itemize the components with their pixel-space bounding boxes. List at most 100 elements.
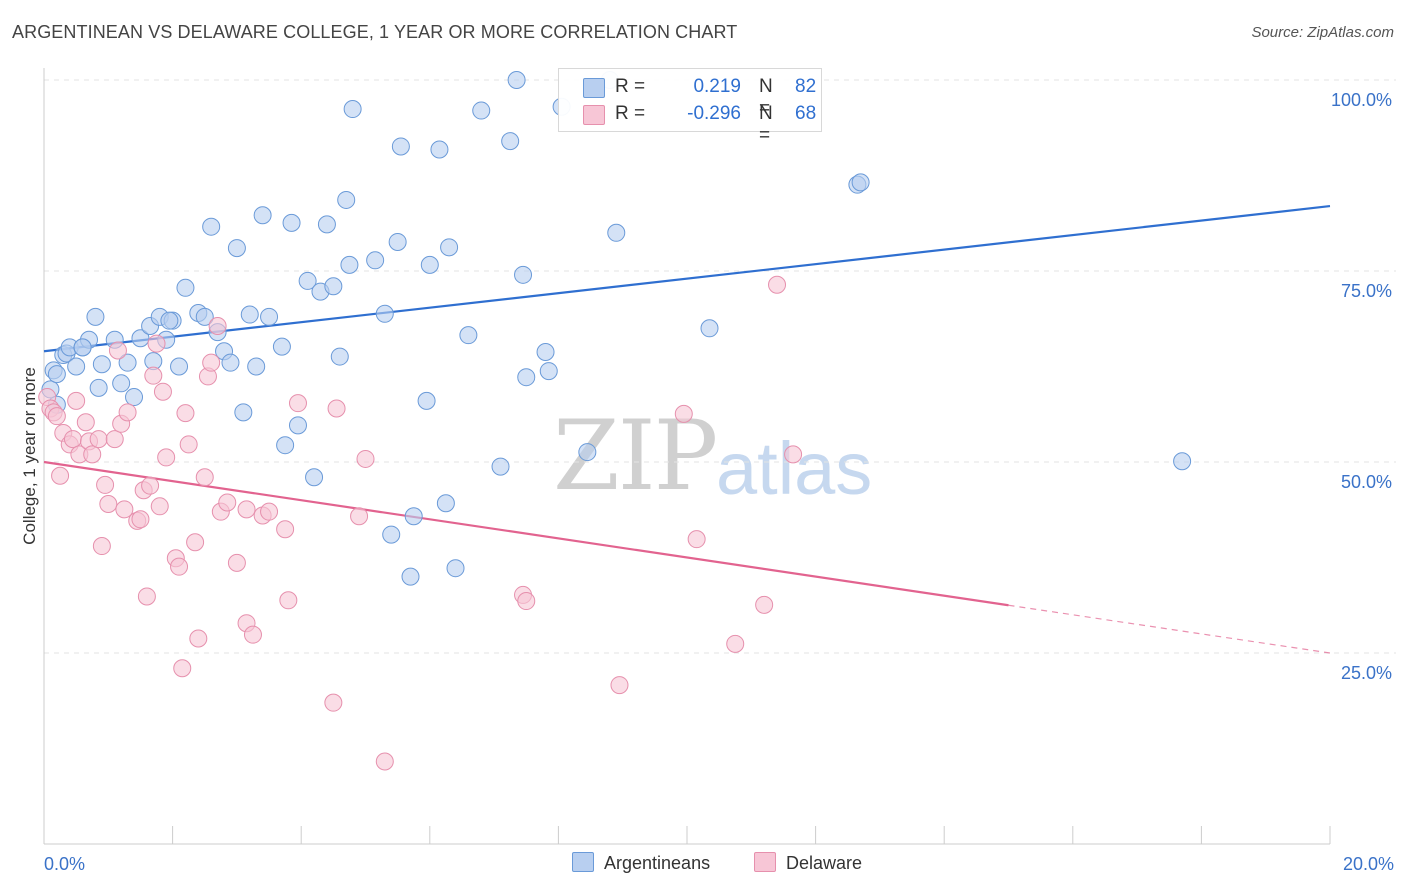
series-legend: Argentineans Delaware [0,852,1406,878]
legend-swatch-pink [583,105,605,125]
legend-n-label: N = [759,76,773,119]
data-point-delaware [115,500,134,519]
data-point-argentineans [517,368,536,387]
data-point-argentineans [436,494,455,513]
data-point-delaware [99,495,118,514]
data-point-argentineans [260,307,279,326]
data-point-argentineans [89,378,108,397]
data-point-delaware [147,334,166,353]
data-point-argentineans [160,311,179,330]
data-point-delaware [350,507,369,526]
data-point-argentineans [340,255,359,274]
tick-labels: 25.0% 50.0% 75.0% 100.0% 0.0% 20.0% [44,90,1394,874]
data-point-delaware [279,591,298,610]
data-point-argentineans [539,362,558,381]
data-point-argentineans [459,326,478,345]
data-point-argentineans [112,374,131,393]
data-point-argentineans [507,71,526,89]
data-point-delaware [51,466,70,485]
data-point-delaware [137,587,156,606]
data-point-argentineans [253,206,272,225]
trend-line-argentineans [43,204,1331,353]
data-point-argentineans [375,304,394,323]
x-tick-label-min: 0.0% [44,854,85,874]
data-point-delaware [276,520,295,539]
data-point-argentineans [491,457,510,476]
legend-swatch-blue [572,852,594,872]
data-point-argentineans [67,357,86,376]
data-point-delaware [76,413,95,432]
data-point-argentineans [514,265,533,284]
grid-lines [44,79,1396,654]
data-point-argentineans [388,232,407,251]
data-point-delaware [208,317,227,336]
data-point-delaware [784,445,803,464]
data-point-delaware [327,399,346,418]
data-point-argentineans [578,443,597,462]
data-point-argentineans [324,277,343,296]
data-point-argentineans [282,213,301,232]
data-point-delaware [179,435,198,454]
data-point-argentineans [343,100,362,119]
data-point-argentineans [401,567,420,586]
data-point-argentineans [330,347,349,366]
data-point-delaware [92,537,111,556]
legend-item-delaware[interactable]: Delaware [754,852,862,874]
data-point-argentineans [317,215,336,234]
legend-r-label: R = [615,76,646,97]
data-point-delaware [375,752,394,771]
data-point-delaware [108,341,127,360]
data-point-argentineans [170,357,189,376]
data-point-argentineans [195,307,214,326]
correlation-legend: R = 0.219 N = 82 R = -0.296 N = 68 [558,68,822,146]
data-point-delaware [687,530,706,549]
data-point-delaware [67,391,86,410]
data-point-argentineans [176,278,195,297]
data-point-argentineans [430,140,449,159]
data-point-delaware [63,430,82,449]
y-tick-label: 25.0% [1341,663,1392,683]
data-point-delaware [243,625,262,644]
data-point-argentineans [472,101,491,120]
data-point-delaware [610,676,629,695]
data-point-argentineans [298,271,317,290]
legend-item-argentineans[interactable]: Argentineans [572,852,710,874]
data-point-argentineans [240,305,259,324]
data-point-argentineans [47,365,66,384]
data-point-argentineans [73,338,92,357]
data-point-delaware [105,430,124,449]
chart-title: ARGENTINEAN VS DELAWARE COLLEGE, 1 YEAR … [12,22,738,42]
legend-n-value: 82 [795,76,817,97]
data-point-argentineans [366,251,385,270]
source-label: Source: ZipAtlas.com [1251,24,1394,41]
legend-r-label: R = [615,103,646,124]
data-point-delaware [288,394,307,413]
data-point-delaware [173,659,192,678]
legend-r-value: 0.219 [693,76,741,97]
data-point-argentineans [851,173,870,192]
data-point-argentineans [276,436,295,455]
data-point-delaware [195,468,214,487]
data-point-argentineans [125,388,144,407]
data-point-argentineans [607,223,626,242]
data-point-delaware [755,595,774,614]
data-point-argentineans [234,403,253,422]
data-point-argentineans [227,239,246,258]
data-point-delaware [176,404,195,423]
legend-n-label: N = [759,103,773,146]
data-point-delaware [47,407,66,426]
data-point-delaware [118,403,137,422]
data-point-delaware [202,353,221,372]
y-axis-label: College, 1 year or more [20,367,39,545]
data-point-delaware [356,449,375,468]
data-point-argentineans [272,337,291,356]
y-tick-label: 100.0% [1331,90,1392,110]
data-point-argentineans [700,319,719,338]
data-point-delaware [218,493,237,512]
data-point-delaware [227,553,246,572]
data-points [38,71,1192,771]
trend-lines [43,204,1331,654]
data-point-delaware [768,275,787,294]
data-point-argentineans [337,190,356,209]
